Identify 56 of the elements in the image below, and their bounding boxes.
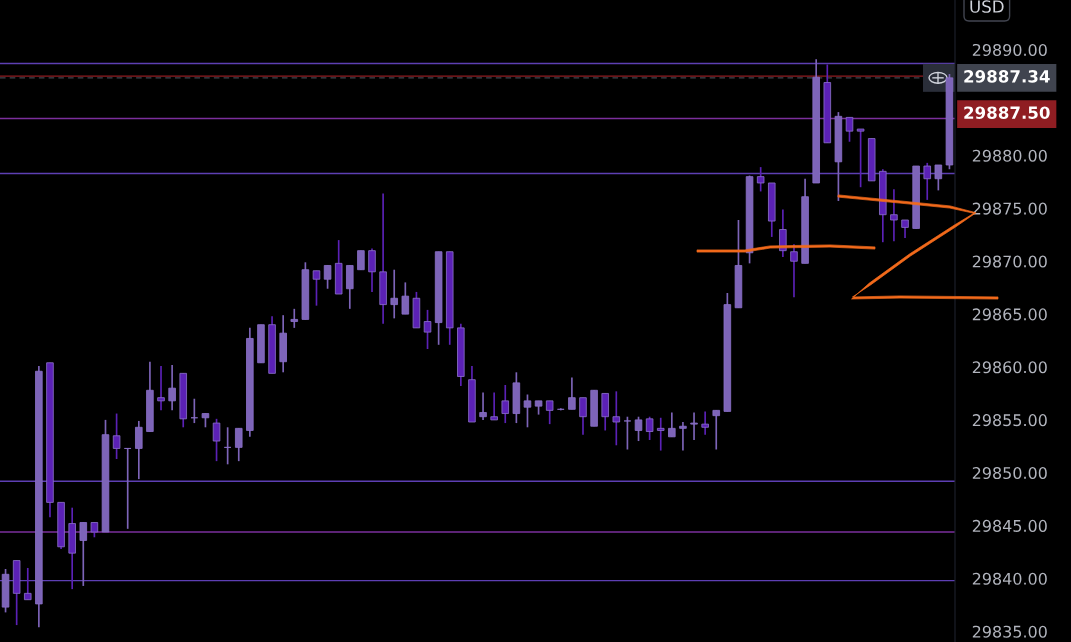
y-tick-label: 29855.00	[972, 414, 1047, 427]
candlestick	[579, 396, 587, 436]
candlestick	[323, 264, 332, 290]
candlestick	[157, 365, 165, 412]
y-tick-label: 29865.00	[972, 308, 1047, 321]
candlestick	[645, 415, 654, 441]
candlestick	[24, 567, 32, 601]
candlestick	[135, 420, 143, 480]
candlestick	[312, 269, 321, 307]
candlestick	[401, 281, 410, 315]
candlestick	[112, 412, 121, 460]
candlestick	[346, 264, 354, 310]
y-tick-label: 29875.00	[972, 202, 1047, 215]
y-tick-label: 29890.00	[972, 43, 1047, 57]
candlestick	[423, 309, 432, 350]
y-tick-label: 29880.00	[972, 149, 1047, 162]
y-tick-label: 29840.00	[972, 572, 1047, 585]
candlestick	[668, 411, 676, 438]
y-tick-label: 29835.00	[972, 625, 1047, 638]
y-tick-label: 29860.00	[972, 361, 1047, 374]
candlestick	[856, 128, 865, 189]
candlestick	[501, 384, 510, 424]
candlestick	[479, 391, 487, 421]
candlestick	[235, 427, 243, 462]
ref-line-label: 29887.50	[964, 106, 1050, 119]
candlestick	[890, 188, 898, 242]
y-tick-label: 29845.00	[972, 519, 1047, 532]
candlestick	[490, 391, 498, 421]
y-tick-label: 29870.00	[972, 255, 1047, 268]
candlestick	[845, 116, 854, 143]
candlestick	[756, 166, 765, 193]
y-tick-label: 29850.00	[972, 466, 1047, 480]
candlestick	[679, 421, 687, 452]
candlestick	[656, 416, 665, 452]
ref-line-label: 29887.34	[964, 70, 1050, 83]
candlestick	[212, 417, 221, 462]
candlestick	[612, 390, 621, 447]
candlestick	[623, 415, 632, 451]
candlestick	[923, 162, 931, 201]
candlestick	[168, 364, 176, 412]
candlestick	[634, 415, 643, 442]
candlestick	[357, 249, 365, 271]
candlestick	[390, 268, 398, 320]
candlestick	[690, 411, 698, 441]
candlestick	[545, 400, 554, 425]
candlestick	[368, 247, 376, 293]
candlestick	[601, 392, 609, 432]
candlestick	[934, 164, 943, 192]
candlestick	[701, 410, 709, 436]
candlestick	[712, 409, 720, 451]
candlestick	[523, 393, 532, 429]
candlestick	[290, 308, 299, 329]
candlestick	[79, 521, 88, 587]
candlestick	[790, 243, 798, 299]
candlestick	[568, 376, 576, 411]
text: USD	[970, 0, 1004, 13]
